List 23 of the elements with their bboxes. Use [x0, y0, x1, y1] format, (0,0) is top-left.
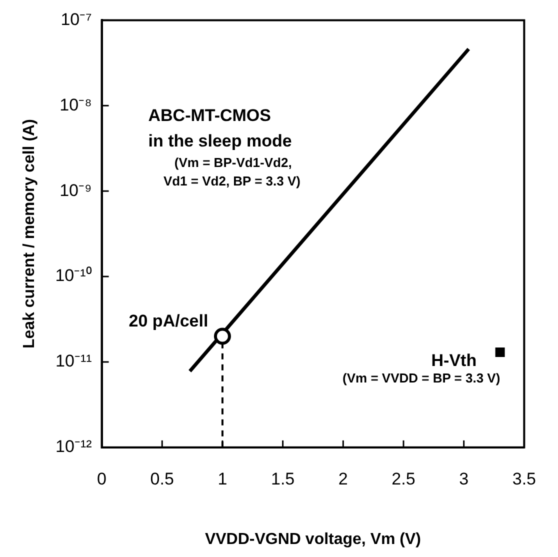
annotation: 20 pA/cell: [128, 311, 208, 330]
y-axis-title: Leak current / memory cell (A): [21, 119, 38, 349]
x-tick-label: 3: [459, 469, 469, 488]
annotation: ABC-MT-CMOS: [148, 106, 271, 126]
x-tick-label: 2.5: [392, 469, 416, 488]
x-tick-label: 3.5: [512, 469, 536, 488]
y-tick-label: 10⁻⁹: [60, 180, 92, 200]
annotation: Vd1 = Vd2, BP = 3.3 V): [163, 173, 300, 188]
annotation: (Vm = BP-Vd1-Vd2,: [174, 154, 292, 170]
annotation: H-Vth: [431, 351, 477, 370]
x-tick-label: 1.5: [270, 469, 295, 488]
y-tick-label: 10⁻⁷: [60, 10, 92, 29]
annotation: (Vm = VVDD = BP = 3.3 V): [342, 370, 500, 386]
x-tick-label: 0.5: [150, 469, 174, 488]
y-tick-label: 10⁻¹²: [56, 437, 92, 456]
y-tick-label: 10⁻⁸: [60, 95, 92, 114]
x-tick-label: 0: [97, 469, 107, 488]
x-axis-title: VVDD-VGND voltage, Vm (V): [204, 530, 421, 548]
y-tick-label: 10⁻¹¹: [56, 352, 92, 371]
y-tick-label: 10⁻¹⁰: [55, 266, 92, 286]
x-tick-label: 1: [218, 469, 228, 488]
x-tick-label: 2: [338, 469, 348, 488]
annotation: in the sleep mode: [148, 132, 292, 151]
